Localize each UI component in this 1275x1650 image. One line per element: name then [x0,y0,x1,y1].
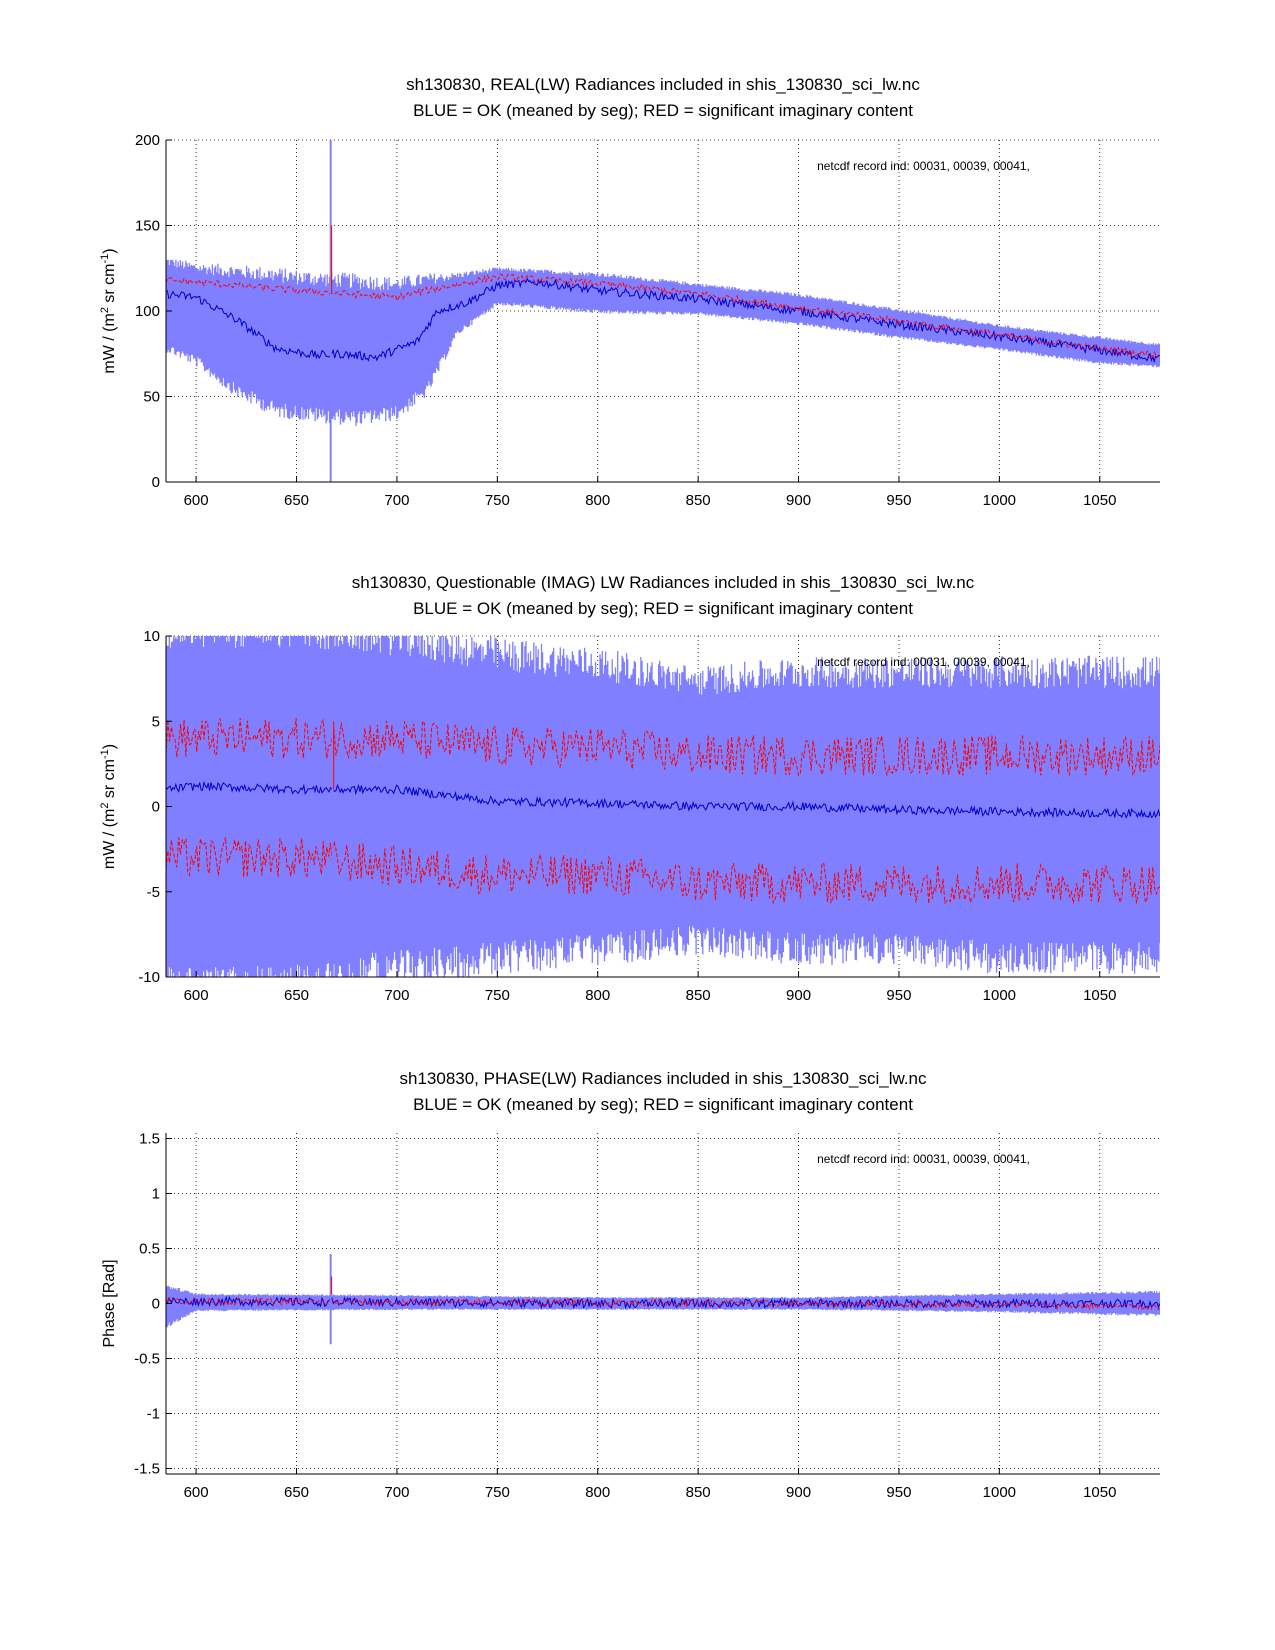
y-axis-label-part: -1 [99,749,111,759]
record-index-annotation: netcdf record ind: 00031, 00039, 00041, [817,159,1030,173]
real-radiance-panel: sh130830, REAL(LW) Radiances included in… [99,75,1160,509]
plot-area [166,1254,1160,1345]
y-tick-label: -10 [138,969,160,986]
blue-envelope-band [166,259,1160,426]
blue-mean-line [166,1295,1160,1310]
x-tick-label: 950 [886,987,911,1004]
blue-envelope-band [166,636,1160,977]
y-tick-label: 150 [135,218,160,235]
red-flagged-line [166,1296,1160,1311]
x-tick-label: 900 [786,492,811,509]
x-tick-label: 800 [585,1484,610,1501]
x-tick-label: 800 [585,987,610,1004]
x-tick-label: 700 [384,987,409,1004]
x-tick-label: 850 [686,1484,711,1501]
blue-mean-line [166,277,1160,364]
x-tick-label: 750 [485,987,510,1004]
x-tick-label: 1000 [983,1484,1016,1501]
y-axis-label-part: sr cm [101,264,118,308]
y-tick-label: 0.5 [139,1241,160,1258]
y-axis-label: mW / (m2 sr cm-1) [99,744,118,869]
x-tick-label: 1000 [983,987,1016,1004]
x-tick-label: 1050 [1083,1484,1116,1501]
x-tick-label: 600 [184,987,209,1004]
chart-subtitle: BLUE = OK (meaned by seg); RED = signifi… [413,1095,913,1114]
y-tick-label: 50 [143,389,160,406]
y-tick-label: 1 [152,1186,160,1203]
y-axis-label: mW / (m2 sr cm-1) [99,248,118,373]
record-index-annotation: netcdf record ind: 00031, 00039, 00041, [817,655,1030,669]
x-tick-label: 800 [585,492,610,509]
y-tick-label: 100 [135,303,160,320]
y-tick-label: 5 [152,713,160,730]
y-axis-label-part: mW / (m [101,809,118,869]
x-tick-label: 950 [886,492,911,509]
x-tick-label: 850 [686,492,711,509]
y-tick-label: 10 [143,628,160,645]
x-tick-label: 600 [184,1484,209,1501]
x-tick-label: 650 [284,1484,309,1501]
y-tick-label: -1 [147,1406,160,1423]
y-axis-label-part: ) [101,248,118,253]
y-axis-label-part: 2 [99,307,111,313]
phase-panel: sh130830, PHASE(LW) Radiances included i… [101,1069,1160,1501]
y-axis-label-part: mW / (m [101,313,118,373]
y-tick-label: 0 [152,474,160,491]
chart-title: sh130830, Questionable (IMAG) LW Radianc… [352,573,975,592]
x-tick-label: 750 [485,1484,510,1501]
y-tick-label: 0 [152,799,160,816]
blue-mean-line [166,780,1160,819]
y-axis-label: Phase [Rad] [101,1259,118,1347]
y-axis-label-part: ) [101,744,118,749]
y-axis-label-part: sr cm [101,759,118,803]
y-tick-label: -5 [147,884,160,901]
chart-subtitle: BLUE = OK (meaned by seg); RED = signifi… [413,599,913,618]
x-tick-label: 750 [485,492,510,509]
y-tick-label: 0 [152,1296,160,1313]
x-tick-label: 650 [284,987,309,1004]
y-tick-label: 200 [135,132,160,149]
y-tick-label: -1.5 [134,1461,160,1478]
x-tick-label: 1050 [1083,492,1116,509]
x-tick-label: 600 [184,492,209,509]
x-tick-label: 1000 [983,492,1016,509]
chart-subtitle: BLUE = OK (meaned by seg); RED = signifi… [413,101,913,120]
x-tick-label: 650 [284,492,309,509]
x-tick-label: 950 [886,1484,911,1501]
y-axis-label-part: 2 [99,803,111,809]
chart-title: sh130830, PHASE(LW) Radiances included i… [400,1069,927,1088]
plot-area [166,140,1160,482]
x-tick-label: 700 [384,492,409,509]
x-tick-label: 700 [384,1484,409,1501]
plot-area [166,636,1160,977]
imag-radiance-panel: sh130830, Questionable (IMAG) LW Radianc… [99,573,1160,1004]
y-tick-label: -0.5 [134,1351,160,1368]
chart-title: sh130830, REAL(LW) Radiances included in… [406,75,920,94]
x-tick-label: 1050 [1083,987,1116,1004]
x-tick-label: 900 [786,987,811,1004]
y-axis-label-part: Phase [Rad] [101,1259,118,1347]
x-tick-label: 850 [686,987,711,1004]
y-axis-label-part: -1 [99,254,111,264]
x-tick-label: 900 [786,1484,811,1501]
record-index-annotation: netcdf record ind: 00031, 00039, 00041, [817,1152,1030,1166]
y-tick-label: 1.5 [139,1131,160,1148]
